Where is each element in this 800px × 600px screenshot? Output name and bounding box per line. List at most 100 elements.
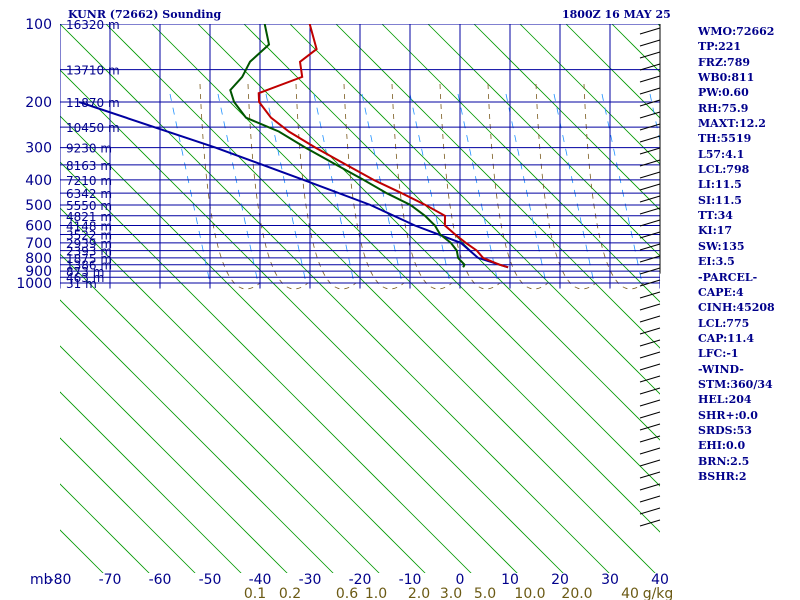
index-item: TP:221	[698, 40, 742, 54]
wind-barb	[639, 435, 661, 443]
dry-adiabat-lines	[60, 24, 800, 584]
index-item: CINH:45208	[698, 301, 775, 315]
wind-barb	[639, 519, 661, 527]
wind-barb	[639, 27, 661, 35]
dry-adiabat	[60, 391, 242, 573]
temperature-tick-label: -20	[349, 572, 372, 588]
height-label: 13710 m	[66, 64, 120, 78]
index-item: SRDS:53	[698, 423, 752, 437]
wind-barb	[639, 243, 661, 251]
temperature-tick-label: 10	[501, 572, 519, 588]
height-label: 4148 m	[66, 220, 112, 234]
dry-adiabat	[60, 161, 472, 573]
pressure-temperature-grid	[60, 24, 660, 289]
height-label: 6342 m	[66, 187, 112, 201]
wind-barb	[639, 291, 661, 299]
height-label: 1875 m	[66, 252, 112, 266]
moist-adiabat	[343, 83, 405, 290]
height-label: 3522 m	[66, 229, 112, 243]
mixing-ratio-label: 0.6	[336, 586, 358, 600]
wind-barb	[639, 339, 661, 347]
wind-barb	[639, 327, 661, 335]
height-label: 1386 m	[66, 259, 112, 273]
mixing-ratio-label: 40	[621, 586, 639, 600]
index-item: BSHR:2	[698, 469, 747, 483]
pressure-tick-label: 200	[25, 95, 52, 111]
mixing-ratio-line	[169, 93, 211, 284]
dry-adiabat	[565, 24, 660, 119]
pressure-tick-label: 700	[25, 236, 52, 252]
wind-barb	[639, 39, 661, 47]
stability-index-panel: WMO:72662 TP:221 FRZ:789 WB0:811 PW:0.60 RH:7…	[698, 24, 775, 484]
temperature-tick-label: -50	[199, 572, 222, 588]
wind-barb	[639, 279, 661, 287]
temperature-trace	[257, 24, 509, 269]
dry-adiabat	[60, 483, 150, 573]
wind-barb	[639, 195, 661, 203]
parcel-trace	[78, 101, 509, 269]
wind-barb	[639, 267, 661, 275]
mixing-ratio-label: g/kg	[643, 586, 674, 600]
pressure-tick-label: 1000	[16, 276, 52, 292]
index-item: LI:11.5	[698, 178, 742, 192]
index-item: SW:135	[698, 239, 745, 253]
valid-time: 1800Z 16 MAY 25	[562, 8, 671, 21]
index-item: CAP:11.4	[698, 331, 755, 345]
temperature-tick-label: -80	[49, 572, 72, 588]
index-item: TT:34	[698, 209, 733, 223]
height-label: 11870 m	[66, 96, 120, 110]
moist-adiabat	[199, 83, 261, 290]
height-label: 31 m	[66, 277, 97, 291]
dry-adiabat	[519, 24, 660, 165]
index-item: SI:11.5	[698, 193, 742, 207]
wind-barb	[639, 99, 661, 107]
wind-barb	[639, 375, 661, 383]
index-item: BRN:2.5	[698, 454, 750, 468]
wind-barb	[639, 51, 661, 59]
mixing-ratio-line	[265, 93, 307, 284]
mixing-ratio-label: 0.2	[279, 586, 301, 600]
dry-adiabat	[60, 115, 518, 573]
mixing-ratio-label: 2.0	[408, 586, 430, 600]
wind-barb	[639, 219, 661, 227]
wind-barb	[639, 351, 661, 359]
index-item: L57:4.1	[698, 147, 745, 161]
height-label: 4821 m	[66, 210, 112, 224]
height-label: 2939 m	[66, 237, 112, 251]
skew-t-plot	[60, 24, 800, 584]
wind-barb	[639, 231, 661, 239]
sounding-traces	[78, 24, 509, 269]
mixing-ratio-line	[601, 93, 643, 284]
moist-adiabat	[391, 83, 453, 290]
mixing-ratio-label: 5.0	[474, 586, 496, 600]
moist-adiabat	[487, 83, 549, 290]
mixing-ratio-label: 1.0	[365, 586, 387, 600]
mixing-ratio-label: 3.0	[440, 586, 462, 600]
mixing-ratio-line	[409, 93, 451, 284]
moist-adiabat	[247, 83, 309, 290]
index-item: HEL:204	[698, 393, 752, 407]
height-label: 7210 m	[66, 174, 112, 188]
wind-barb	[639, 123, 661, 131]
temperature-tick-label: -70	[99, 572, 122, 588]
temperature-tick-label: 0	[456, 572, 465, 588]
wind-barb	[639, 111, 661, 119]
wind-barb	[639, 255, 661, 263]
index-item: LCL:798	[698, 163, 750, 177]
pressure-tick-label: 600	[25, 219, 52, 235]
dry-adiabat	[289, 24, 660, 395]
pressure-tick-label: 800	[25, 251, 52, 267]
dry-adiabat	[60, 253, 380, 573]
wind-barb	[639, 159, 661, 167]
dry-adiabat	[151, 24, 660, 533]
height-label: 9230 m	[66, 142, 112, 156]
dry-adiabat	[473, 24, 660, 211]
mixing-ratio-line	[457, 93, 499, 284]
dry-adiabat	[796, 24, 800, 584]
mixing-ratio-line	[361, 93, 403, 284]
temperature-tick-label: 30	[601, 572, 619, 588]
dry-adiabat	[427, 24, 660, 257]
height-label: 5550 m	[66, 199, 112, 213]
